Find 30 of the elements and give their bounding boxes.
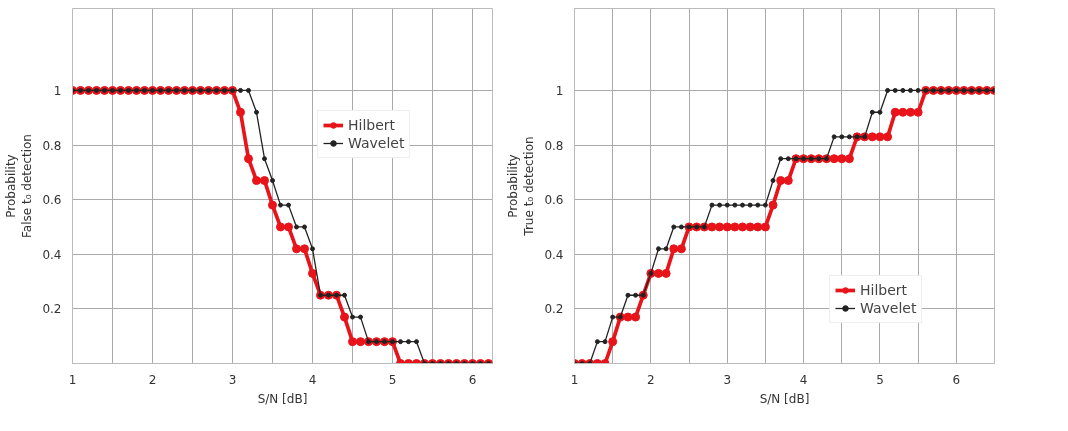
legend-label: Wavelet: [860, 299, 917, 317]
y-tick-label: 0.4: [544, 247, 564, 262]
x-tick-label: 3: [228, 372, 237, 387]
y-tick-label: 0.6: [544, 193, 564, 208]
y-tick-label: 0.8: [42, 138, 62, 153]
x-tick-label: 4: [308, 372, 317, 387]
x-tick-label: 2: [148, 372, 157, 387]
x-tick-label: 5: [388, 372, 397, 387]
y-axis-title: Probability True t₀ detection: [505, 136, 537, 237]
x-tick-label: 1: [68, 372, 77, 387]
y-tick-label: 0.4: [42, 247, 62, 262]
x-axis-title: S/N [dB]: [257, 391, 308, 406]
y-tick-label: 0.6: [42, 193, 62, 208]
x-tick-label: 2: [647, 372, 655, 387]
y-axis-title: Probability False t₀ detection: [3, 134, 35, 238]
x-tick-label: 5: [876, 372, 884, 387]
legend-label: Hilbert: [348, 116, 396, 134]
x-tick-label: 1: [570, 372, 579, 387]
y-tick-label: 0.8: [544, 138, 564, 153]
y-tick-label: 1: [53, 83, 62, 98]
y-tick-label: 0.2: [544, 302, 564, 317]
x-tick-label: 6: [468, 372, 477, 387]
x-tick-label: 3: [723, 372, 732, 387]
y-tick-label: 1: [555, 83, 564, 98]
x-tick-label: 4: [799, 372, 808, 387]
legend-label: Hilbert: [860, 281, 908, 299]
x-axis-title: S/N [dB]: [759, 391, 810, 406]
legend-label: Wavelet: [348, 134, 405, 152]
y-tick-label: 0.2: [42, 302, 62, 317]
x-tick-label: 6: [952, 372, 961, 387]
